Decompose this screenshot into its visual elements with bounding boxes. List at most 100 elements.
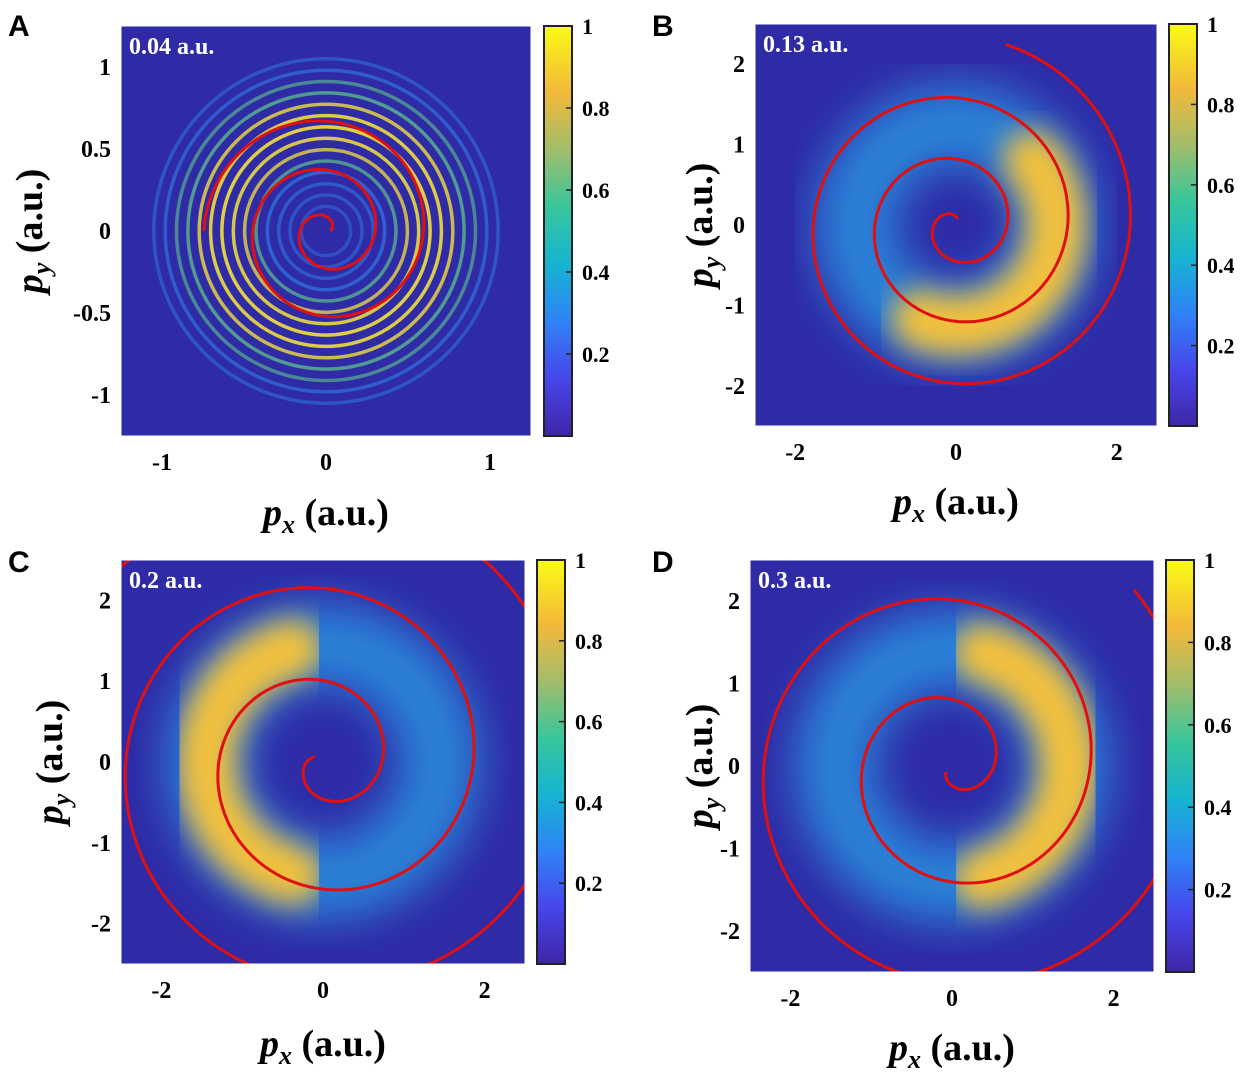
- x-tick-label: -2: [785, 440, 805, 466]
- panel-label: C: [8, 546, 30, 579]
- y-tick-label: -2: [91, 912, 111, 938]
- red-spiral: [202, 119, 426, 319]
- x-tick-label: 2: [1108, 986, 1120, 1012]
- y-tick-label: 0.5: [81, 137, 111, 163]
- colorbar: [1165, 559, 1195, 973]
- colorbar-tick-label: 0.2: [1207, 334, 1235, 359]
- panel-c: 0.2 a.u. C -2 0 2 -2 -1 0 1 2 px (a.u.) py (a.u.) 0.…: [8, 546, 603, 1070]
- intensity-ring: [186, 91, 466, 371]
- y-tick-label: 0: [728, 754, 740, 780]
- intensity-ring: [163, 68, 489, 394]
- y-tick-label: -1: [720, 836, 740, 862]
- x-tick-label: 0: [950, 440, 962, 466]
- plot-frame: [749, 559, 1155, 973]
- plot-frame: [754, 23, 1158, 427]
- x-tick-label: 0: [946, 986, 958, 1012]
- x-axis-label: px (a.u.): [890, 481, 1019, 528]
- y-axis-label: py (a.u.): [9, 169, 56, 297]
- x-axis-label: px (a.u.): [886, 1027, 1015, 1074]
- colorbar-tick-label: 0.8: [582, 96, 610, 121]
- y-tick-label: -2: [725, 374, 745, 400]
- red-spiral: [761, 589, 1154, 972]
- heatmap-distribution: [152, 57, 500, 405]
- intensity-ring: [174, 79, 478, 383]
- colorbar: [543, 25, 573, 437]
- plot-frame: [120, 25, 532, 437]
- x-tick-label: -2: [780, 986, 800, 1012]
- plot-frame: [120, 559, 526, 965]
- colorbar: [1168, 23, 1198, 427]
- colorbar-tick-label: 0.2: [582, 342, 610, 367]
- y-axis-label: py (a.u.): [679, 163, 726, 291]
- y-tick-label: 2: [733, 52, 745, 78]
- colorbar: [536, 559, 566, 965]
- heatmap-background: [121, 26, 531, 436]
- heatmap-background: [755, 24, 1157, 426]
- y-tick-label: -0.5: [73, 301, 111, 327]
- time-annotation: 0.3 a.u.: [758, 568, 831, 594]
- panel-label: D: [652, 546, 674, 579]
- time-annotation: 0.13 a.u.: [763, 32, 848, 58]
- intensity-ring: [152, 57, 500, 405]
- intensity-ring: [242, 147, 410, 315]
- colorbar-tick-label: 0.4: [1207, 253, 1235, 278]
- x-tick-label: 0: [320, 450, 332, 476]
- panel-d: 0.3 a.u. D -2 0 2 -2 -1 0 1 2 px (a.u.) py (a.u.) 0.…: [652, 546, 1232, 1074]
- y-tick-label: 2: [728, 589, 740, 615]
- colorbar-tick-label: 0.6: [1204, 713, 1232, 738]
- x-tick-label: -2: [151, 978, 171, 1004]
- intensity-ring: [254, 159, 398, 303]
- colorbar-tick-label: 1: [1204, 548, 1215, 573]
- y-tick-label: 1: [99, 669, 111, 695]
- panel-label: A: [8, 10, 30, 43]
- x-axis-label: px (a.u.): [260, 492, 389, 539]
- y-tick-label: -1: [725, 293, 745, 319]
- colorbar-tick-label: 1: [575, 548, 586, 573]
- intensity-peak: [952, 622, 1100, 910]
- colorbar-tick-label: 0.2: [575, 871, 603, 896]
- colorbar-tick-label: 0.6: [575, 710, 603, 735]
- panel-label: B: [652, 10, 674, 43]
- colorbar-tick-label: 0.4: [1204, 795, 1232, 820]
- heatmap-distribution: [815, 84, 1097, 366]
- panel-b: 0.13 a.u. B -2 0 2 -2 -1 0 1 2 px (a.u.) py (a.u.) 0…: [652, 10, 1235, 528]
- y-tick-label: -1: [91, 831, 111, 857]
- intensity-ring: [208, 113, 444, 349]
- x-tick-label: -1: [152, 450, 172, 476]
- colorbar-tick-label: 0.2: [1204, 878, 1232, 903]
- colorbar-tick-label: 0.8: [1207, 92, 1235, 117]
- time-annotation: 0.2 a.u.: [129, 568, 202, 594]
- y-axis-label: py (a.u.): [29, 700, 76, 828]
- intensity-peak: [891, 130, 1087, 356]
- y-axis-label: py (a.u.): [679, 704, 726, 832]
- panel-a: 0.04 a.u. A -1 0 1 -1 -0.5 0 0.5 1 px (a.u.) py (a.…: [8, 10, 610, 539]
- colorbar-tick-label: 0.4: [575, 790, 603, 815]
- time-annotation: 0.04 a.u.: [129, 34, 214, 60]
- intensity-ring: [265, 170, 387, 292]
- y-tick-label: 0: [733, 213, 745, 239]
- x-tick-label: 2: [479, 978, 491, 1004]
- x-tick-label: 2: [1111, 440, 1123, 466]
- y-tick-label: 1: [99, 55, 111, 81]
- y-tick-label: 0: [99, 750, 111, 776]
- red-spiral: [121, 560, 525, 964]
- intensity-ring: [220, 125, 432, 337]
- y-tick-label: 2: [99, 588, 111, 614]
- intensity-ring: [231, 136, 421, 326]
- intensity-ring: [197, 102, 455, 360]
- colorbar-tick-label: 0.8: [575, 629, 603, 654]
- x-tick-label: 0: [317, 978, 329, 1004]
- intensity-ring: [276, 181, 376, 281]
- x-tick-label: 1: [484, 450, 496, 476]
- y-tick-label: -2: [720, 919, 740, 945]
- y-tick-label: -1: [91, 383, 111, 409]
- y-tick-label: 1: [728, 672, 740, 698]
- x-axis-label: px (a.u.): [257, 1023, 386, 1070]
- colorbar-tick-label: 0.6: [582, 178, 610, 203]
- colorbar-tick-label: 0.4: [582, 260, 610, 285]
- colorbar-tick-label: 0.6: [1207, 173, 1235, 198]
- y-tick-label: 0: [99, 219, 111, 245]
- red-spiral: [811, 43, 1132, 386]
- colorbar-tick-label: 1: [582, 14, 593, 39]
